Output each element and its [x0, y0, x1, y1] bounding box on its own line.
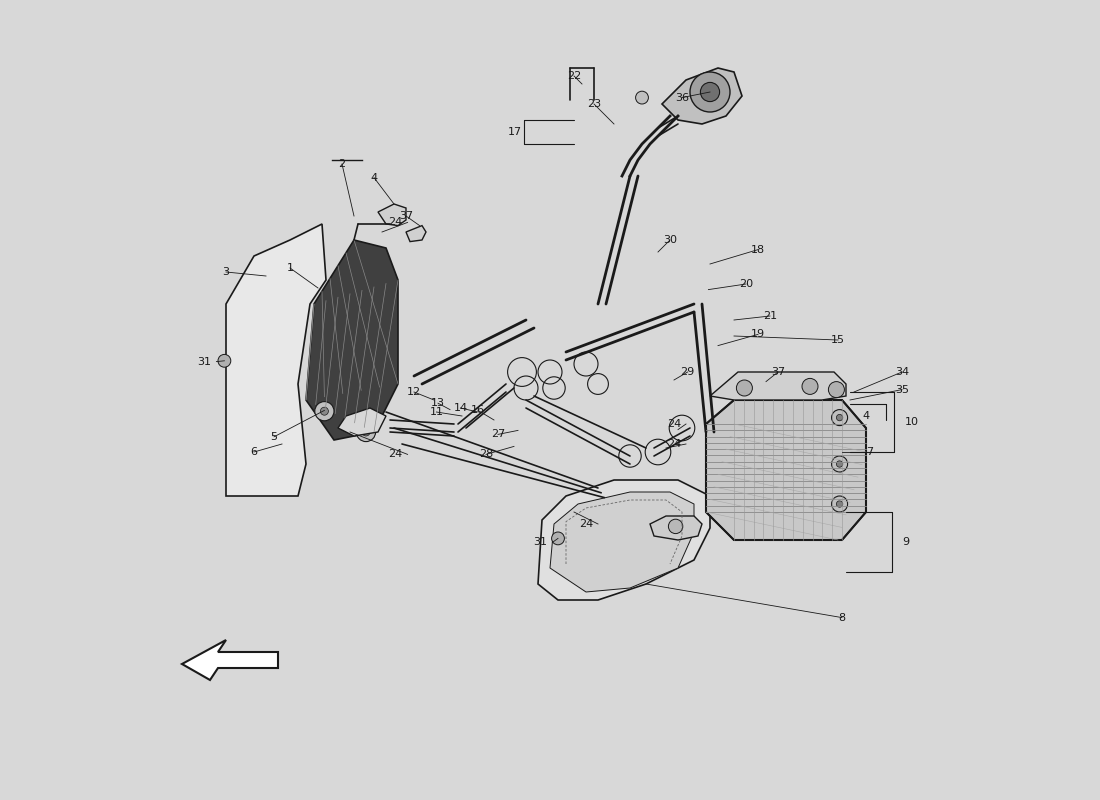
Polygon shape	[710, 372, 846, 400]
Circle shape	[362, 428, 370, 436]
Text: 4: 4	[862, 411, 870, 421]
Text: 10: 10	[904, 418, 918, 427]
Circle shape	[832, 456, 848, 472]
Circle shape	[832, 410, 848, 426]
Polygon shape	[406, 226, 426, 242]
Circle shape	[636, 91, 648, 104]
Polygon shape	[550, 492, 694, 592]
Circle shape	[701, 82, 719, 102]
Text: 21: 21	[763, 311, 777, 321]
Text: 29: 29	[681, 367, 695, 377]
Text: 17: 17	[508, 127, 522, 137]
Text: 34: 34	[895, 367, 909, 377]
Circle shape	[736, 380, 752, 396]
Text: 23: 23	[587, 99, 601, 109]
Text: 24: 24	[579, 519, 593, 529]
Text: 12: 12	[407, 387, 421, 397]
Text: 24: 24	[667, 419, 681, 429]
Text: 1: 1	[286, 263, 294, 273]
Text: 14: 14	[453, 403, 468, 413]
Circle shape	[802, 378, 818, 394]
Text: 13: 13	[431, 398, 446, 408]
Circle shape	[832, 496, 848, 512]
Polygon shape	[538, 480, 710, 600]
Text: 27: 27	[491, 430, 505, 439]
Text: 24: 24	[388, 450, 403, 459]
Circle shape	[669, 519, 683, 534]
Text: 2: 2	[339, 159, 345, 169]
Circle shape	[836, 414, 843, 421]
Text: 6: 6	[251, 447, 257, 457]
Text: 35: 35	[895, 385, 909, 394]
Circle shape	[356, 422, 375, 442]
Polygon shape	[226, 224, 326, 496]
Circle shape	[218, 354, 231, 367]
Circle shape	[690, 72, 730, 112]
Text: 19: 19	[751, 330, 766, 339]
Text: 36: 36	[675, 93, 689, 102]
Text: 11: 11	[429, 407, 443, 417]
Text: 24: 24	[388, 218, 403, 227]
Polygon shape	[306, 240, 398, 440]
Text: 31: 31	[534, 538, 548, 547]
Text: 15: 15	[830, 335, 845, 345]
Text: 3: 3	[222, 267, 230, 277]
Text: 5: 5	[271, 432, 277, 442]
Circle shape	[828, 382, 845, 398]
Text: 4: 4	[371, 173, 377, 182]
Polygon shape	[650, 516, 702, 540]
Circle shape	[320, 407, 329, 415]
Text: 24: 24	[667, 439, 681, 449]
Text: 31: 31	[197, 357, 211, 366]
Circle shape	[836, 461, 843, 467]
Text: 37: 37	[771, 367, 785, 377]
Text: 28: 28	[478, 450, 493, 459]
Text: 9: 9	[902, 537, 909, 546]
Text: 37: 37	[399, 211, 414, 221]
Text: 20: 20	[739, 279, 754, 289]
Polygon shape	[182, 640, 278, 680]
Text: 16: 16	[471, 406, 485, 415]
Polygon shape	[706, 400, 866, 540]
Circle shape	[315, 402, 334, 421]
Text: 18: 18	[751, 245, 766, 254]
Text: 7: 7	[867, 447, 873, 457]
Polygon shape	[662, 68, 742, 124]
Circle shape	[551, 532, 564, 545]
Text: 30: 30	[663, 235, 676, 245]
Text: 8: 8	[838, 613, 846, 622]
Polygon shape	[338, 408, 386, 436]
Text: 22: 22	[566, 71, 581, 81]
Polygon shape	[378, 204, 406, 226]
Circle shape	[836, 501, 843, 507]
